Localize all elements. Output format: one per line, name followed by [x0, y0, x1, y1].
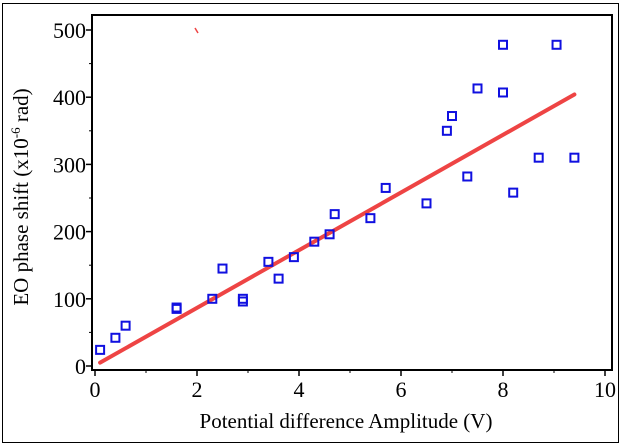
stray-mark: [195, 28, 198, 33]
data-point: [509, 189, 517, 197]
data-point: [499, 88, 507, 96]
x-tick-label: 2: [192, 377, 203, 402]
data-point: [122, 322, 130, 330]
data-point: [499, 41, 507, 49]
data-point: [382, 184, 390, 192]
data-point: [443, 127, 451, 135]
data-point: [448, 112, 456, 120]
x-tick-label: 6: [396, 377, 407, 402]
y-tick-label: 100: [53, 287, 86, 312]
x-tick-label: 10: [594, 377, 616, 402]
y-tick-label: 300: [53, 152, 86, 177]
x-tick-label: 8: [498, 377, 509, 402]
data-point: [423, 199, 431, 207]
data-point: [239, 295, 247, 303]
x-axis-title: Potential difference Amplitude (V): [200, 409, 493, 433]
y-tick-label: 500: [53, 18, 86, 43]
data-point: [474, 84, 482, 92]
y-tick-label: 200: [53, 220, 86, 245]
data-point: [219, 265, 227, 273]
x-tick-label: 4: [294, 377, 305, 402]
plot-border: [92, 15, 612, 370]
data-point: [275, 275, 283, 283]
data-point: [366, 214, 374, 222]
fit-line: [100, 95, 574, 363]
data-point: [331, 210, 339, 218]
x-tick-label: 0: [90, 377, 101, 402]
y-axis-title: EO phase shift (x10-6 rad): [8, 88, 33, 305]
data-point: [535, 154, 543, 162]
y-tick-label: 400: [53, 85, 86, 110]
data-point: [96, 346, 104, 354]
data-point: [111, 334, 119, 342]
data-point: [570, 154, 578, 162]
y-tick-label: 0: [75, 354, 86, 379]
data-point: [553, 41, 561, 49]
data-point: [463, 172, 471, 180]
data-point: [239, 297, 247, 305]
